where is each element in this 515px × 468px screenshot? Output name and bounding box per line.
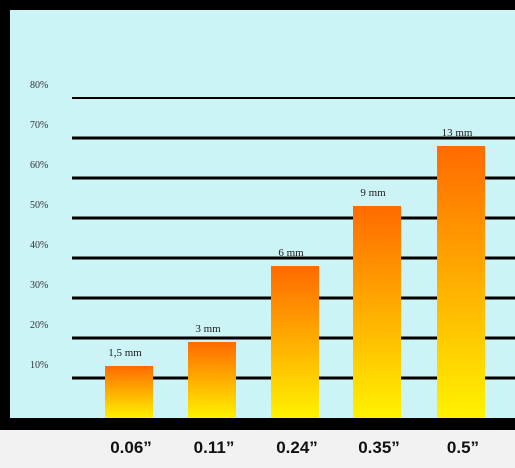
bar <box>437 146 485 418</box>
x-tick-label: 0.24” <box>276 438 318 457</box>
bar <box>188 342 236 418</box>
x-tick-label: 0.35” <box>358 438 400 457</box>
bar-value-label: 9 mm <box>360 187 386 199</box>
chart-frame: 10% 20% 30% 40% 50% 60% 70% 80% 1,5 mm 3 mm 6 mm 9 … <box>0 0 515 430</box>
y-tick-label: 80% <box>30 80 48 91</box>
y-tick-label: 70% <box>30 120 48 131</box>
bar <box>105 366 153 418</box>
plot-area <box>10 10 515 418</box>
bar-value-label: 13 mm <box>442 127 473 139</box>
y-tick-label: 10% <box>30 360 48 371</box>
y-tick-label: 30% <box>30 280 48 291</box>
bar-value-label: 3 mm <box>195 323 221 335</box>
bar-chart: 10% 20% 30% 40% 50% 60% 70% 80% 1,5 mm 3 mm 6 mm 9 … <box>10 10 515 418</box>
y-tick-label: 50% <box>30 200 48 211</box>
y-tick-label: 40% <box>30 240 48 251</box>
x-axis-labels: 0.06” 0.11” 0.24” 0.35” 0.5” <box>0 430 515 468</box>
y-tick-label: 20% <box>30 320 48 331</box>
y-tick-label: 60% <box>30 160 48 171</box>
x-tick-label: 0.5” <box>446 438 480 457</box>
bar-value-label: 6 mm <box>278 247 304 259</box>
bar <box>271 266 319 418</box>
x-tick-label: 0.06” <box>110 438 152 457</box>
bar-value-label: 1,5 mm <box>108 347 142 359</box>
x-tick-label: 0.11” <box>193 438 235 457</box>
bar <box>353 206 401 418</box>
